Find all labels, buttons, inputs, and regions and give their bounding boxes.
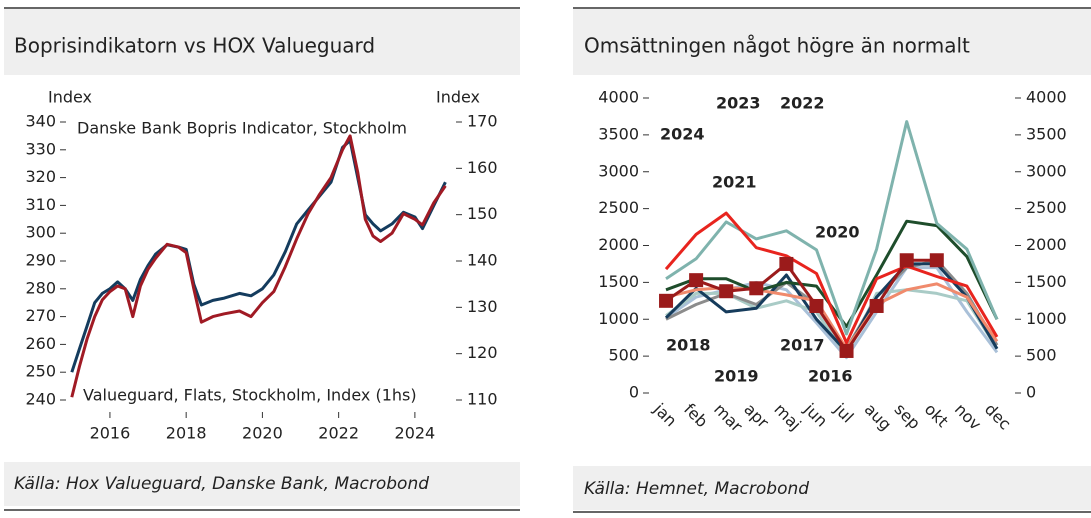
y2-tick-label: 0 <box>1026 383 1036 402</box>
series-line <box>70 134 447 398</box>
series-line <box>664 262 999 354</box>
y2-tick-label: 110 <box>467 390 498 409</box>
y-tick-label: 330 <box>25 139 56 158</box>
marker <box>899 253 914 268</box>
series-label: Valueguard, Flats, Stockholm, Index (1hs… <box>83 386 417 405</box>
y2-tick-label: 120 <box>467 343 498 362</box>
footer-band <box>573 466 1091 510</box>
series-line <box>665 258 937 353</box>
y2-axis-label: Index <box>436 88 480 107</box>
y-tick-label: 250 <box>25 362 56 381</box>
y-tick-label: 1000 <box>598 309 639 328</box>
y2-tick-label: 170 <box>467 112 498 131</box>
y-tick-label: 260 <box>25 334 56 353</box>
series-line <box>70 139 447 373</box>
chart-title: Omsättningen något högre än normalt <box>584 34 970 58</box>
panel-right: Omsättningen något högre än normalt Käll… <box>573 7 1091 513</box>
x-tick-label: 2022 <box>318 424 359 443</box>
x-tick-label: mar <box>710 400 746 436</box>
y2-tick-label: 1000 <box>1026 309 1067 328</box>
y-tick-label: 4000 <box>598 88 639 107</box>
header-band <box>4 8 520 75</box>
marker <box>719 284 734 299</box>
marker <box>839 343 854 358</box>
series-label: 2019 <box>714 367 759 386</box>
y2-tick-label: 2000 <box>1026 235 1067 254</box>
y2-tick-label: 130 <box>467 297 498 316</box>
series-line <box>665 120 999 336</box>
x-tick-label: jun <box>800 399 832 431</box>
x-tick-label: jul <box>830 399 858 427</box>
y-tick-label: 3000 <box>598 161 639 180</box>
series-label: 2021 <box>712 173 757 192</box>
y-tick-label: 3500 <box>598 124 639 143</box>
y2-tick-label: 160 <box>467 158 498 177</box>
series-label: 2024 <box>660 125 705 144</box>
x-tick-label: apr <box>740 400 772 432</box>
y2-tick-label: 2500 <box>1026 198 1067 217</box>
series-label: 2018 <box>666 336 711 355</box>
series-line <box>664 211 999 345</box>
x-tick-label: dec <box>981 400 1015 434</box>
y2-tick-label: 140 <box>467 251 498 270</box>
source: Källa: Hox Valueguard, Danske Bank, Macr… <box>14 474 429 494</box>
y-tick-label: 320 <box>25 167 56 186</box>
header-band <box>573 8 1091 75</box>
y-tick-label: 270 <box>25 306 56 325</box>
series-label: 2016 <box>808 367 853 386</box>
marker <box>689 273 704 288</box>
x-tick-label: maj <box>770 400 805 435</box>
x-tick-label: aug <box>861 400 896 435</box>
y-tick-label: 0 <box>629 383 639 402</box>
x-tick-label: nov <box>951 400 985 434</box>
x-tick-label: 2016 <box>90 424 131 443</box>
x-tick-label: feb <box>680 400 712 432</box>
y-tick-label: 2000 <box>598 235 639 254</box>
x-tick-label: jan <box>649 399 680 430</box>
y-tick-label: 500 <box>608 346 639 365</box>
y-tick-label: 240 <box>25 390 56 409</box>
y2-tick-label: 4000 <box>1026 88 1067 107</box>
marker <box>809 298 824 313</box>
footer-band <box>4 462 520 506</box>
chart-title: Boprisindikatorn vs HOX Valueguard <box>14 34 375 58</box>
series-label: 2022 <box>780 94 825 113</box>
x-tick-label: 2018 <box>166 424 207 443</box>
x-tick-label: okt <box>921 400 952 431</box>
y2-tick-label: 500 <box>1026 346 1057 365</box>
y2-tick-label: 3500 <box>1026 124 1067 143</box>
y2-tick-label: 1500 <box>1026 272 1067 291</box>
y-tick-label: 290 <box>25 251 56 270</box>
source: Källa: Hemnet, Macrobond <box>584 479 809 499</box>
marker <box>779 256 794 271</box>
x-tick-label: 2020 <box>242 424 283 443</box>
series-label: 2023 <box>716 94 761 113</box>
marker <box>659 293 674 308</box>
x-tick-label: sep <box>891 400 924 433</box>
y-tick-label: 2500 <box>598 198 639 217</box>
y-tick-label: 340 <box>25 112 56 131</box>
panel-left: Boprisindikatorn vs HOX Valueguard Källa… <box>4 7 520 511</box>
series-label: 2020 <box>815 223 860 242</box>
marker <box>869 298 884 313</box>
series-label: 2017 <box>780 336 825 355</box>
marker <box>929 253 944 268</box>
x-tick-label: 2024 <box>395 424 436 443</box>
y-axis-label: Index <box>48 88 92 107</box>
y-tick-label: 1500 <box>598 272 639 291</box>
y-tick-label: 280 <box>25 278 56 297</box>
y-tick-label: 300 <box>25 223 56 242</box>
y2-tick-label: 150 <box>467 204 498 223</box>
marker <box>749 281 764 296</box>
y-tick-label: 310 <box>25 195 56 214</box>
y2-tick-label: 3000 <box>1026 161 1067 180</box>
series-label: Danske Bank Bopris Indicator, Stockholm <box>77 119 407 138</box>
